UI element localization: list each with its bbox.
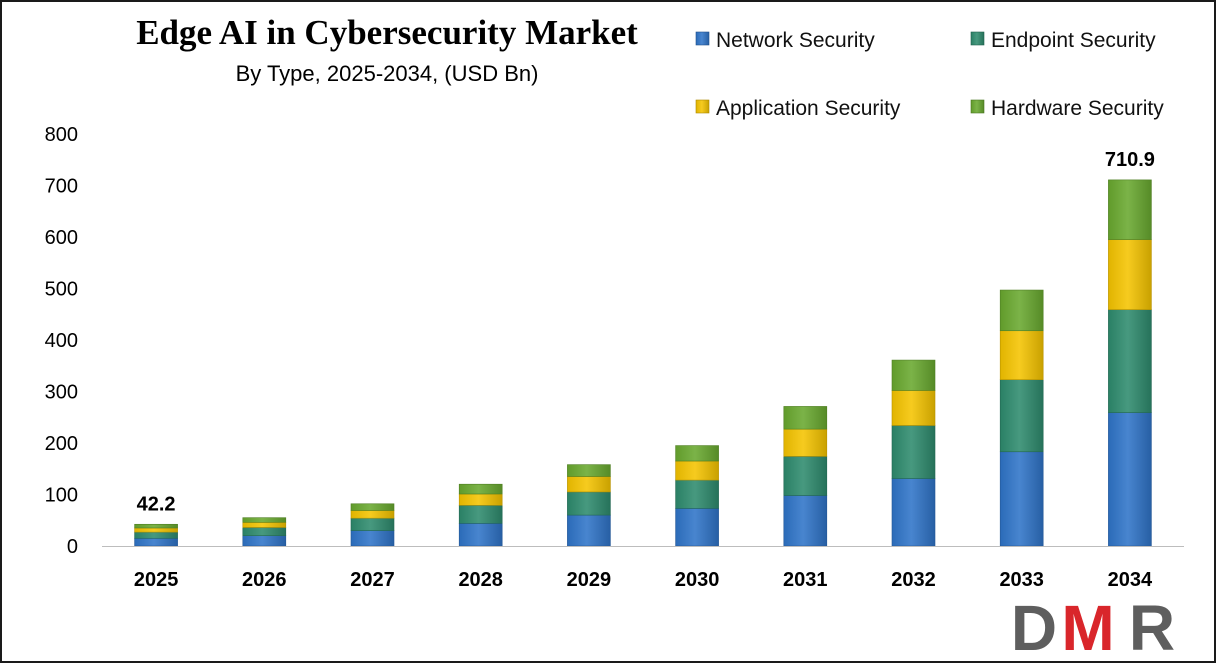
bar-segment-endpoint-security-2026 <box>242 527 287 537</box>
chart-title: Edge AI in Cybersecurity Market <box>136 13 638 52</box>
legend-swatch-endpoint-security <box>970 31 985 46</box>
bar-segment-hardware-security-2029 <box>567 464 611 477</box>
bar-segment-application-security-2029 <box>567 476 611 493</box>
chart-subtitle: By Type, 2025-2034, (USD Bn) <box>236 61 539 86</box>
x-tick-label: 2032 <box>891 569 936 591</box>
bar-segment-endpoint-security-2033 <box>999 379 1044 453</box>
bar-segment-application-security-2027 <box>350 510 395 519</box>
logo-letter: R <box>1129 592 1175 661</box>
x-tick-label: 2034 <box>1108 569 1153 591</box>
bar-segment-network-security-2033 <box>999 451 1044 547</box>
legend-label: Endpoint Security <box>991 29 1156 52</box>
y-tick-label: 800 <box>45 124 78 146</box>
x-tick-label: 2026 <box>242 569 287 591</box>
x-tick-label: 2027 <box>350 569 395 591</box>
bar-segment-network-security-2027 <box>350 530 395 547</box>
bar-segment-application-security-2032 <box>891 390 936 426</box>
legend-label: Application Security <box>716 97 901 120</box>
legend-swatch-network-security <box>695 31 710 46</box>
bar-segment-network-security-2030 <box>675 508 719 547</box>
y-tick-label: 400 <box>45 330 78 352</box>
bar-segment-hardware-security-2026 <box>242 517 287 523</box>
bar-segment-network-security-2031 <box>783 495 828 547</box>
bar-segment-network-security-2034 <box>1108 412 1152 547</box>
bar-segment-hardware-security-2033 <box>999 289 1044 332</box>
x-tick-label: 2028 <box>458 569 503 591</box>
x-tick-label: 2031 <box>783 569 828 591</box>
bar-segment-hardware-security-2030 <box>675 445 719 462</box>
bar-segment-endpoint-security-2031 <box>783 456 828 496</box>
x-tick-label: 2030 <box>675 569 720 591</box>
legend: Network Security Endpoint Security Applica… <box>695 29 1164 120</box>
x-tick-label: 2025 <box>134 569 179 591</box>
bar-segment-endpoint-security-2029 <box>567 491 611 516</box>
data-label-2034: 710.9 <box>1105 149 1155 171</box>
y-tick-label: 500 <box>45 279 78 301</box>
bar-segment-application-security-2028 <box>458 493 503 506</box>
bar-segment-endpoint-security-2027 <box>350 517 395 531</box>
bar-segment-hardware-security-2025 <box>134 523 178 529</box>
bar-segment-network-security-2029 <box>567 514 611 547</box>
bar-segment-endpoint-security-2032 <box>891 425 936 479</box>
logo-letter: D <box>1011 592 1057 661</box>
bar-segment-network-security-2025 <box>134 537 178 547</box>
bar-segment-application-security-2025 <box>134 527 178 533</box>
bar-segment-endpoint-security-2034 <box>1108 309 1152 413</box>
bar-segment-application-security-2030 <box>675 460 719 481</box>
y-tick-label: 700 <box>45 176 78 198</box>
data-labels: 42.2 710.9 <box>137 149 1155 515</box>
y-tick-label: 200 <box>45 433 78 455</box>
y-tick-label: 100 <box>45 485 78 507</box>
data-label-2025: 42.2 <box>137 493 176 515</box>
y-tick-label: 0 <box>67 536 78 558</box>
y-tick-label: 600 <box>45 227 78 249</box>
legend-label: Hardware Security <box>991 97 1164 120</box>
bar-segment-hardware-security-2031 <box>783 406 828 430</box>
bar-segment-network-security-2026 <box>242 535 287 547</box>
x-tick-label: 2029 <box>567 569 612 591</box>
bar-segment-hardware-security-2032 <box>891 359 936 391</box>
legend-swatch-application-security <box>695 99 710 114</box>
y-axis: 0 100 200 300 400 500 600 700 800 <box>45 124 78 558</box>
bar-segment-endpoint-security-2025 <box>134 531 178 539</box>
legend-label: Network Security <box>716 29 875 52</box>
bar-segment-endpoint-security-2028 <box>458 505 503 524</box>
bar-segment-hardware-security-2028 <box>458 483 503 495</box>
bars <box>134 179 1152 547</box>
bar-segment-hardware-security-2034 <box>1108 179 1152 240</box>
bar-segment-application-security-2034 <box>1108 239 1152 310</box>
x-tick-label: 2033 <box>999 569 1044 591</box>
bar-segment-application-security-2026 <box>242 522 287 528</box>
bar-segment-application-security-2031 <box>783 428 828 457</box>
bar-segment-network-security-2032 <box>891 478 936 547</box>
x-axis: 2025 2026 2027 2028 2029 2030 2031 2032 2033 2034 <box>102 546 1184 591</box>
legend-swatch-hardware-security <box>970 99 985 114</box>
bar-segment-hardware-security-2027 <box>350 503 395 511</box>
y-tick-label: 300 <box>45 382 78 404</box>
bar-segment-network-security-2028 <box>458 523 503 547</box>
bar-segment-endpoint-security-2030 <box>675 479 719 509</box>
bar-segment-application-security-2033 <box>999 330 1044 380</box>
logo-letter: M <box>1061 592 1114 661</box>
